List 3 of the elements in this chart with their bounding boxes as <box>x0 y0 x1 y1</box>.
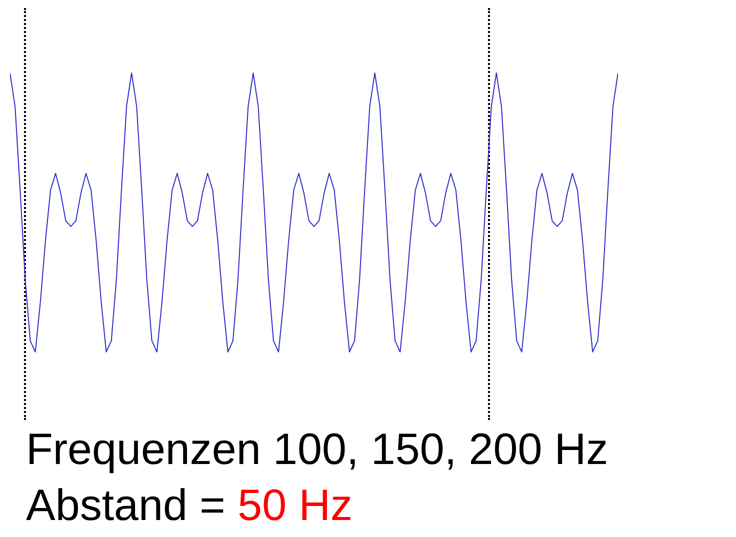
text: Frequenzen 100, 150, 200 Hz <box>26 424 610 476</box>
text: 50 Hz <box>238 481 353 530</box>
text: Abstand = <box>26 481 226 530</box>
